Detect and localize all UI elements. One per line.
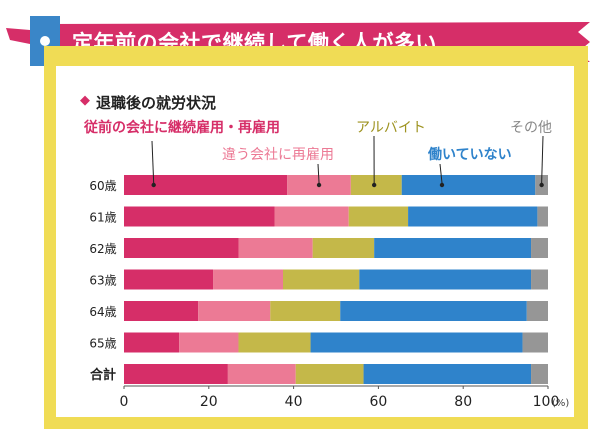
x-tick-label: 60 — [369, 394, 387, 410]
bar-segment — [124, 238, 239, 258]
bar-segment — [310, 332, 523, 353]
bar-segment — [283, 269, 360, 290]
x-tick-label: 20 — [200, 394, 218, 410]
bar-segment — [124, 175, 288, 195]
legend-leader-dot — [439, 182, 445, 188]
legend-leader-line — [541, 135, 544, 184]
bar-segment — [295, 364, 364, 384]
legend-not-working: 働いていない — [428, 147, 512, 163]
legend-leader-line — [317, 163, 320, 184]
bar-segment — [531, 269, 548, 290]
bar-segment — [363, 364, 532, 384]
category-label: 61歳 — [89, 211, 116, 225]
bar-segment — [270, 301, 341, 321]
bar-segment — [179, 332, 239, 353]
bar-segment — [537, 206, 548, 227]
bar-segment — [124, 332, 180, 353]
bar-segment — [198, 301, 271, 321]
legend-leader-dot — [539, 182, 544, 188]
banner-dot-icon — [40, 36, 50, 46]
x-tick-label: 0 — [120, 394, 129, 410]
legend-leader-dot — [151, 182, 156, 188]
bar-segment — [522, 332, 548, 353]
bar-segment — [238, 238, 313, 258]
bar-segment — [213, 269, 283, 290]
legend-part-time: アルバイト — [356, 120, 426, 136]
legend-other: その他 — [510, 120, 552, 136]
legend-leader-line — [439, 163, 443, 184]
bar-segment — [408, 206, 538, 227]
legend-leader-dot — [371, 182, 377, 188]
category-label: 65歳 — [89, 337, 116, 351]
bar-segment — [340, 301, 527, 321]
x-unit-label: (%) — [552, 398, 569, 409]
bar-segment — [124, 301, 199, 321]
category-label: 63歳 — [89, 274, 116, 288]
banner-pink-tail — [6, 28, 30, 44]
bar-segment — [531, 238, 548, 258]
bar-segment — [526, 301, 548, 321]
bar-segment — [274, 206, 349, 227]
bar-segment — [227, 364, 296, 384]
x-tick-label: 80 — [454, 394, 472, 410]
bar-segment — [374, 238, 532, 258]
bar-segment — [124, 206, 275, 227]
bar-segment — [359, 269, 532, 290]
category-label: 合計 — [90, 367, 116, 383]
bar-segment — [124, 269, 214, 290]
chart-title: 退職後の就労状況 — [96, 94, 217, 112]
diamond-icon: ◆ — [80, 93, 90, 108]
legend-leader-line — [151, 140, 155, 184]
category-label: 62歳 — [89, 242, 116, 256]
bar-segment — [124, 364, 228, 384]
x-tick-label: 100 — [533, 394, 560, 410]
legend-leader-dot — [316, 182, 322, 188]
category-label: 60歳 — [89, 179, 116, 193]
bar-segment — [531, 364, 548, 384]
legend-same-company: 従前の会社に継続雇用・再雇用 — [84, 120, 280, 136]
bar-segment — [238, 332, 311, 353]
category-label: 64歳 — [89, 305, 116, 319]
x-tick-label: 40 — [285, 394, 303, 410]
bar-segment — [312, 238, 375, 258]
bar-segment — [401, 175, 536, 195]
legend-other-company: 違う会社に再雇用 — [222, 147, 334, 163]
bar-segment — [348, 206, 409, 227]
